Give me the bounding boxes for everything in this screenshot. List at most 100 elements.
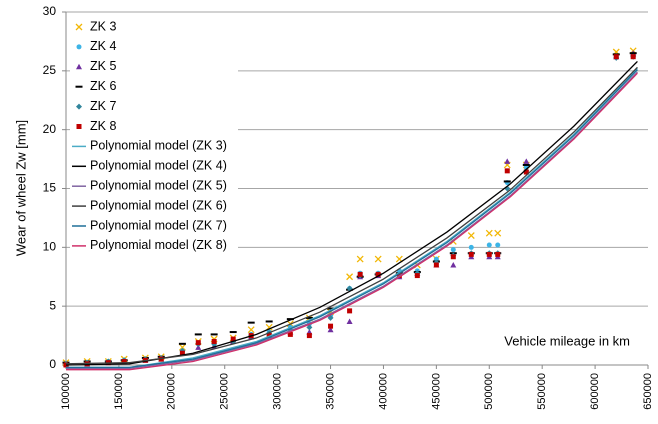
marker bbox=[327, 326, 334, 333]
marker bbox=[306, 324, 313, 331]
marker bbox=[375, 271, 381, 277]
marker bbox=[467, 232, 475, 240]
marker bbox=[121, 358, 127, 364]
marker bbox=[522, 163, 530, 166]
legend-label: Polynomial model (ZK 6) bbox=[90, 198, 227, 212]
legend-label: ZK 7 bbox=[90, 99, 116, 113]
marker bbox=[346, 318, 353, 324]
x-tick-label: 350000 bbox=[324, 373, 336, 410]
x-tick-label: 400000 bbox=[377, 373, 389, 410]
x-tick-label: 300000 bbox=[272, 373, 284, 410]
marker bbox=[210, 333, 218, 336]
x-tick-label: 100000 bbox=[60, 373, 72, 410]
marker bbox=[357, 271, 363, 277]
marker bbox=[286, 318, 294, 321]
marker bbox=[211, 338, 217, 344]
x-tick-label: 450000 bbox=[430, 373, 442, 410]
x-tick-label: 600000 bbox=[589, 373, 601, 410]
marker bbox=[305, 316, 313, 319]
marker bbox=[433, 262, 439, 268]
fit-line bbox=[66, 69, 638, 369]
legend-label: Polynomial model (ZK 8) bbox=[90, 238, 227, 252]
marker bbox=[494, 229, 502, 237]
x-tick-label: 500000 bbox=[483, 373, 495, 410]
marker bbox=[486, 242, 492, 248]
marker bbox=[450, 254, 456, 260]
fit-line bbox=[66, 71, 638, 370]
x-tick-label: 200000 bbox=[166, 373, 178, 410]
marker bbox=[76, 63, 82, 70]
marker bbox=[504, 168, 510, 174]
marker bbox=[76, 44, 82, 50]
marker bbox=[630, 54, 636, 60]
marker bbox=[414, 273, 420, 279]
marker bbox=[346, 273, 354, 281]
marker bbox=[468, 251, 474, 257]
marker bbox=[306, 333, 312, 339]
marker bbox=[629, 52, 637, 55]
marker bbox=[503, 180, 511, 183]
marker bbox=[76, 103, 82, 110]
legend: ZK 3 ZK 4 ZK 5 ZK 6 ZK 7 ZK 8 Polynomial model… bbox=[70, 16, 238, 256]
marker bbox=[450, 247, 456, 253]
marker bbox=[247, 326, 255, 334]
marker bbox=[523, 169, 529, 175]
y-tick-label: 5 bbox=[49, 298, 56, 312]
marker bbox=[523, 158, 530, 164]
y-axis-title: Wear of wheel Zw [mm] bbox=[13, 120, 28, 256]
y-tick-label: 0 bbox=[49, 357, 56, 371]
marker bbox=[450, 261, 457, 268]
marker bbox=[266, 333, 272, 339]
marker bbox=[75, 23, 83, 31]
legend-label: ZK 3 bbox=[90, 19, 116, 33]
legend-label: ZK 8 bbox=[90, 119, 116, 133]
annotation: Vehicle mileage in km bbox=[504, 333, 630, 348]
marker bbox=[76, 124, 82, 129]
legend-label: Polynomial model (ZK 3) bbox=[90, 139, 227, 153]
marker bbox=[347, 308, 353, 314]
legend-box bbox=[70, 16, 238, 256]
marker bbox=[194, 333, 202, 336]
marker bbox=[613, 54, 619, 60]
fit-line bbox=[65, 66, 638, 365]
marker bbox=[485, 229, 493, 237]
marker bbox=[178, 342, 186, 345]
legend-label: Polynomial model (ZK 5) bbox=[90, 178, 227, 192]
marker bbox=[75, 85, 83, 88]
marker bbox=[327, 307, 335, 310]
legend-label: Polynomial model (ZK 4) bbox=[90, 159, 227, 173]
legend-label: ZK 5 bbox=[90, 59, 116, 73]
legend-label: ZK 4 bbox=[90, 39, 116, 53]
y-tick-label: 10 bbox=[43, 240, 57, 254]
y-tick-label: 30 bbox=[43, 4, 57, 18]
marker bbox=[195, 340, 201, 346]
marker bbox=[229, 331, 237, 334]
marker bbox=[327, 314, 334, 321]
y-tick-label: 25 bbox=[43, 63, 57, 77]
marker bbox=[265, 320, 273, 323]
marker bbox=[178, 343, 186, 351]
marker bbox=[495, 242, 501, 248]
marker bbox=[195, 344, 202, 350]
marker bbox=[356, 255, 364, 263]
marker bbox=[328, 323, 334, 329]
marker bbox=[486, 251, 492, 257]
x-tick-label: 550000 bbox=[536, 373, 548, 410]
fit-line bbox=[66, 72, 638, 371]
y-tick-label: 20 bbox=[43, 122, 57, 136]
x-tick-label: 250000 bbox=[219, 373, 231, 410]
x-tick-label: 650000 bbox=[642, 373, 654, 410]
marker bbox=[504, 158, 511, 164]
legend-label: Polynomial model (ZK 7) bbox=[90, 218, 227, 232]
marker bbox=[468, 244, 474, 250]
y-tick-label: 15 bbox=[43, 181, 57, 195]
marker bbox=[179, 350, 185, 356]
marker bbox=[433, 256, 439, 262]
marker bbox=[495, 251, 501, 257]
marker bbox=[374, 255, 382, 263]
x-tick-label: 150000 bbox=[113, 373, 125, 410]
legend-label: ZK 6 bbox=[90, 79, 116, 93]
marker bbox=[287, 331, 293, 337]
marker bbox=[230, 336, 236, 342]
